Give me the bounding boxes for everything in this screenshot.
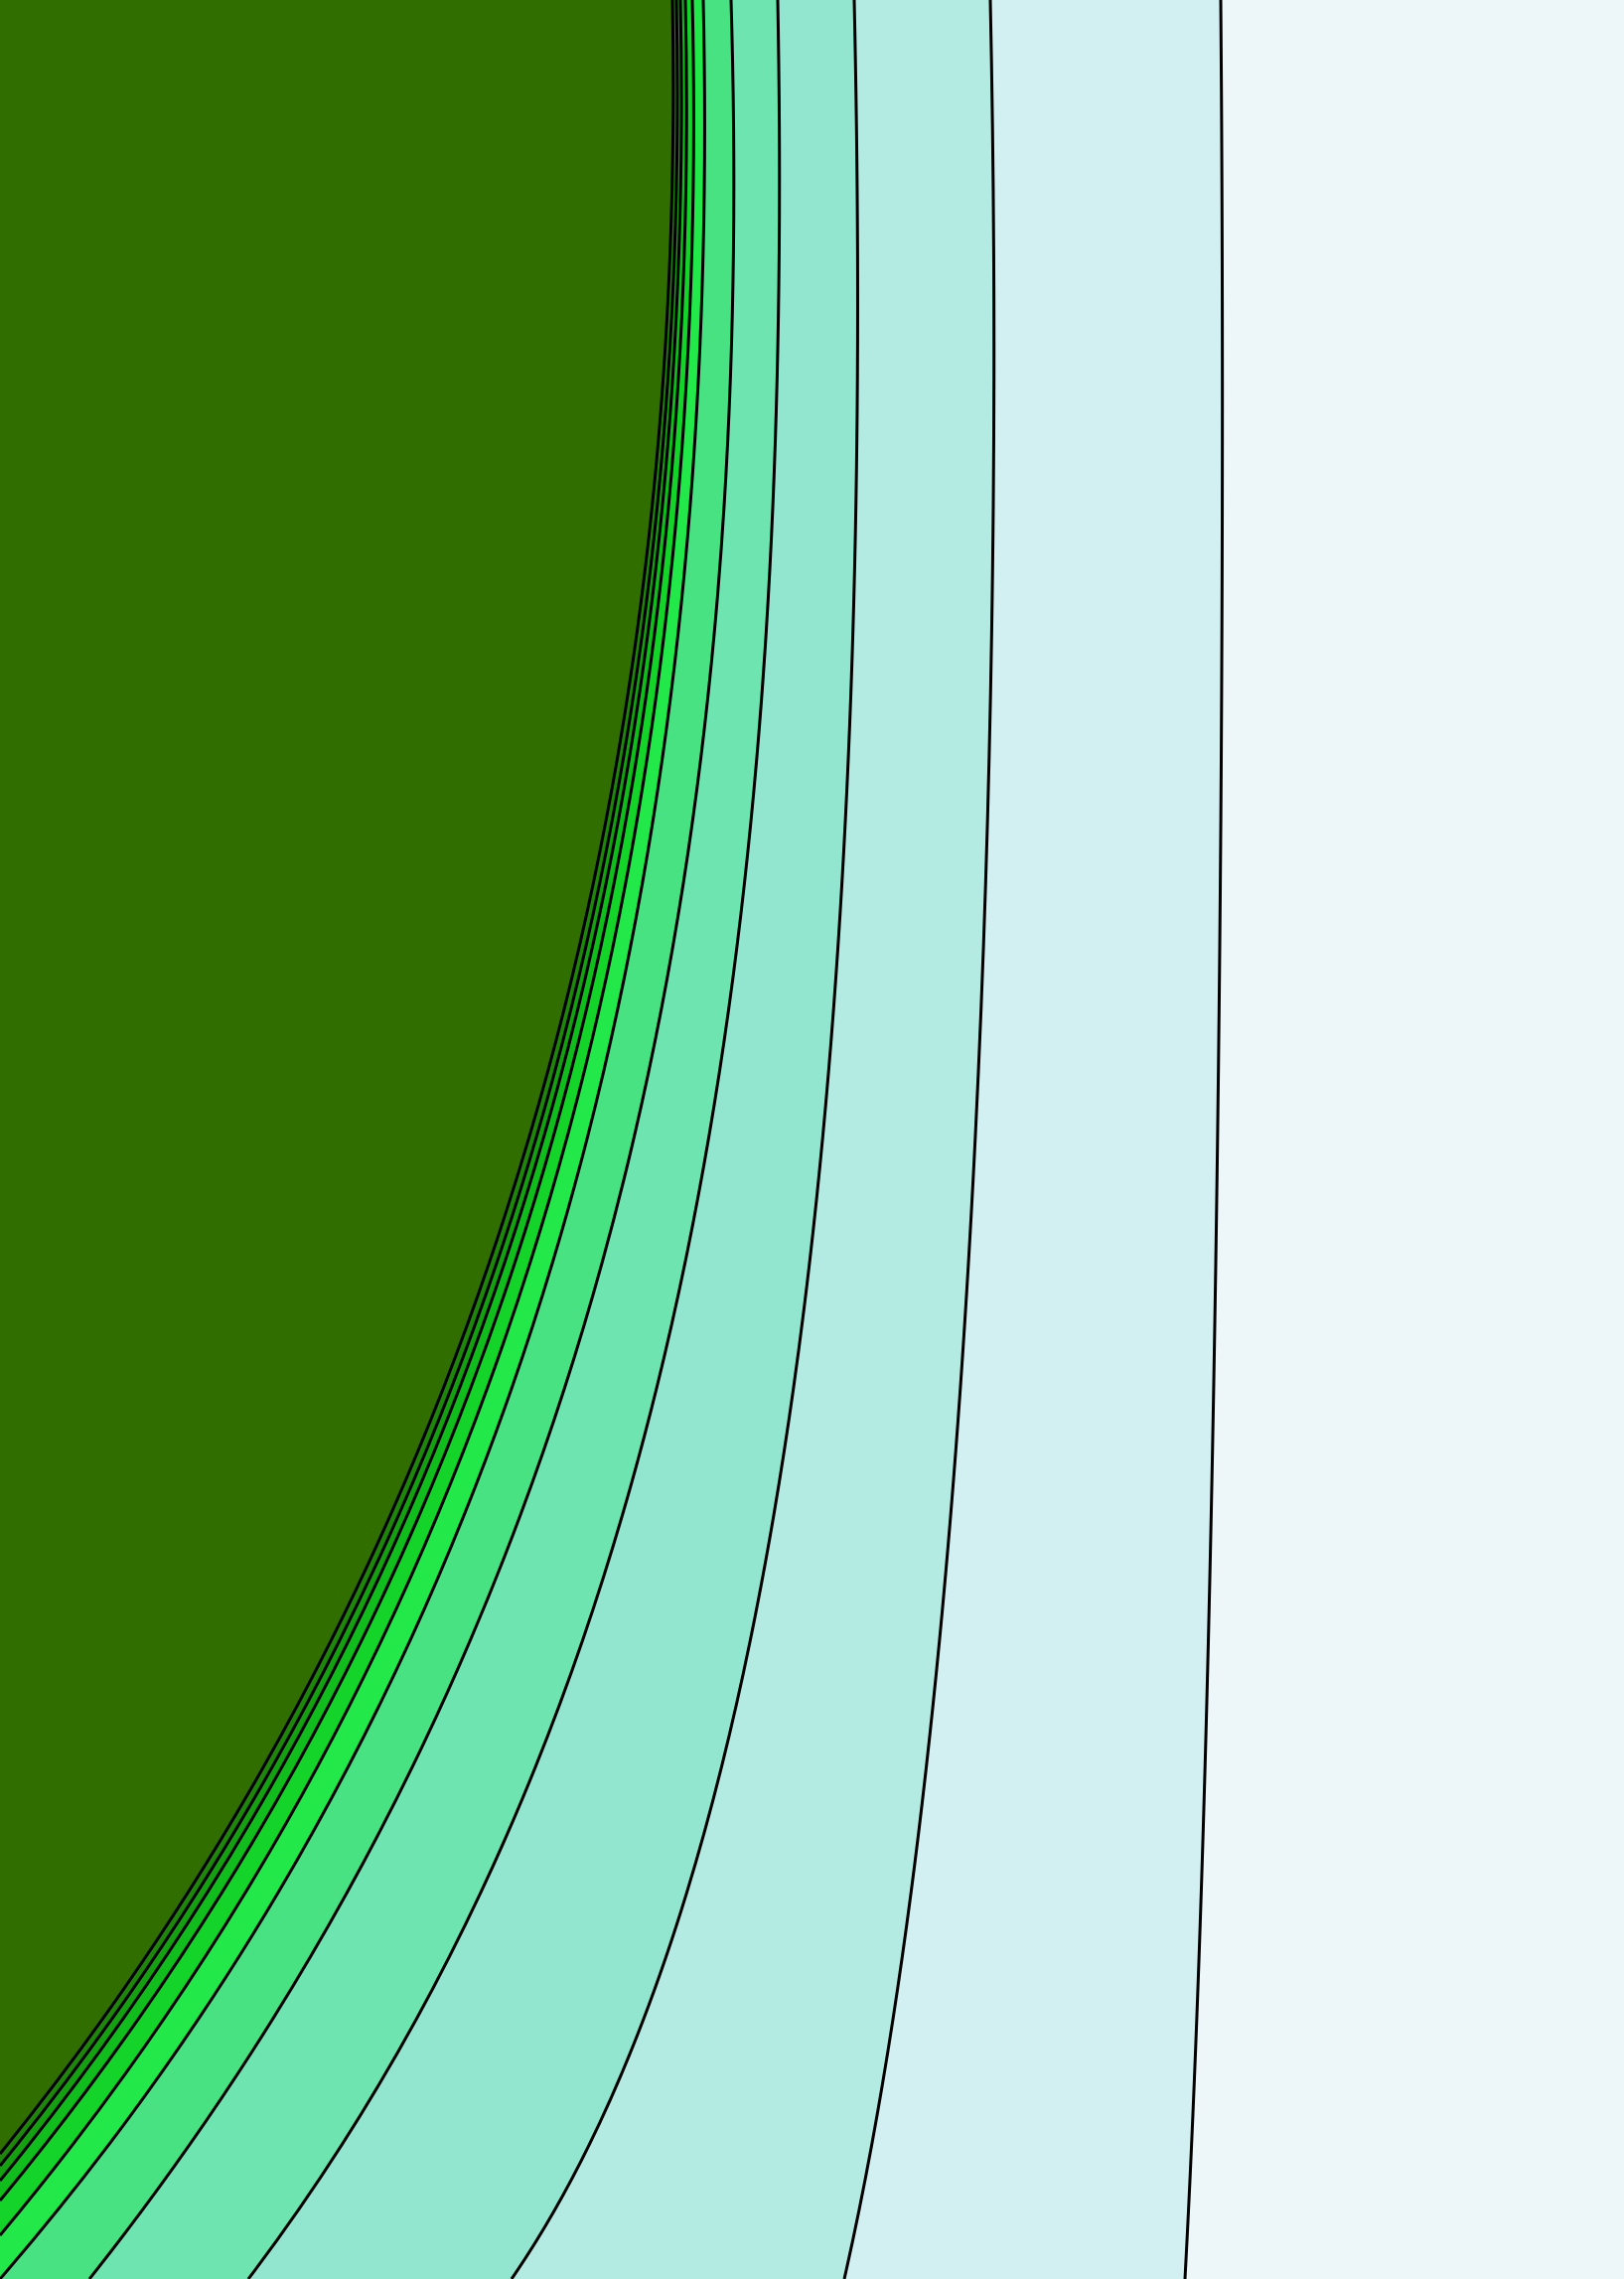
contour-line [0,0,675,2155]
contour-line [1183,0,1225,2279]
contour-line [0,0,688,2202]
band-core-dark-green [0,0,673,2154]
contour-line [510,0,859,2279]
contour-line [246,0,782,2279]
contour-line [842,0,996,2279]
contour-line [0,0,706,2279]
contour-line [0,0,679,2167]
contour-line [0,0,683,2182]
contour-line [87,0,736,2279]
contour-line [0,0,695,2236]
